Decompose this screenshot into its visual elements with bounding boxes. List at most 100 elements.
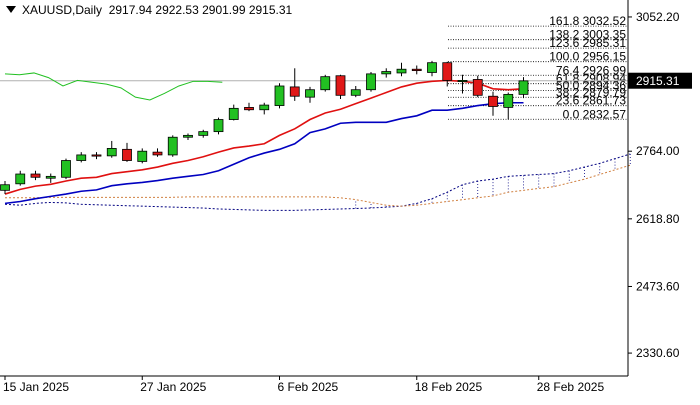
candle — [152, 148, 163, 157]
candle — [289, 68, 300, 101]
price-tick-label: 2618.80 — [636, 212, 680, 226]
candle — [228, 104, 239, 121]
fib-level-label: 100.0 2956.15 — [549, 50, 626, 64]
price-tick-label: 3052.20 — [636, 10, 680, 24]
candle-body — [320, 76, 331, 91]
fast-average-line — [4, 79, 524, 195]
candle-body — [274, 85, 285, 106]
fib-level-label: 138.2 3003.35 — [549, 28, 626, 42]
candle — [137, 148, 148, 164]
candle-body — [289, 86, 300, 97]
candle-body — [106, 148, 117, 157]
candle — [305, 86, 315, 103]
lagging-span-line — [4, 72, 223, 101]
candle — [106, 140, 117, 158]
candle — [198, 129, 209, 138]
candle — [442, 61, 453, 87]
price-tick-label: 2764.00 — [636, 144, 680, 158]
candle-body — [152, 151, 163, 156]
price-tick-label: 2473.60 — [636, 279, 680, 293]
candle-body — [61, 160, 71, 178]
candle — [244, 102, 254, 112]
candle — [488, 91, 498, 116]
candle — [91, 152, 102, 160]
price-tick-label: 2330.60 — [636, 346, 680, 360]
axes — [0, 0, 629, 377]
candle — [76, 152, 87, 163]
candle — [518, 77, 529, 99]
last-price-text: 2915.31 — [636, 74, 680, 88]
candle — [61, 158, 71, 180]
candle-body — [442, 62, 453, 81]
candle-body — [167, 136, 178, 156]
candle — [350, 85, 361, 98]
price-axis-labels: 3052.20 2764.00 2618.80 2473.60 2330.60 — [628, 10, 680, 360]
time-tick-label: 6 Feb 2025 — [278, 380, 339, 394]
dropdown-triangle-icon[interactable] — [6, 6, 16, 13]
candle-body — [228, 107, 239, 120]
candle-body — [259, 104, 270, 111]
candle-body — [472, 79, 483, 96]
symbol-timeframe: XAUUSD,Daily — [22, 3, 103, 17]
candle — [0, 181, 10, 195]
candle-body — [488, 95, 498, 107]
last-price-marker: 2915.31 — [628, 72, 692, 89]
candle-body — [381, 71, 392, 75]
candle — [122, 142, 132, 162]
candle — [15, 170, 26, 186]
candle-body — [15, 173, 26, 185]
fib-level-label: 38.2 2879.79 — [556, 85, 626, 99]
slow-average-line — [4, 101, 524, 205]
last-price-badge — [628, 72, 692, 89]
candle-body — [503, 93, 514, 108]
candle-body — [244, 107, 254, 111]
candle — [366, 72, 376, 92]
candle-body — [366, 73, 376, 91]
fib-level-label: 123.6 2985.31 — [549, 36, 626, 50]
candle-body — [411, 68, 422, 72]
candle-body — [427, 62, 437, 73]
fib-level-label: 23.6 2861.73 — [556, 94, 626, 108]
candle-body — [91, 154, 102, 157]
chart-header: XAUUSD,Daily 2917.94 2922.53 2901.99 291… — [6, 3, 292, 17]
fib-level-label: 50.0 2894.36 — [556, 78, 626, 92]
ichimoku-cloud — [4, 153, 631, 211]
cloud-span-a — [4, 153, 631, 211]
candle — [503, 92, 514, 120]
candle — [30, 170, 41, 181]
candle-body — [350, 89, 361, 96]
time-tick-label: 15 Jan 2025 — [3, 380, 69, 394]
candle-body — [45, 175, 56, 179]
time-tick-label: 28 Feb 2025 — [537, 380, 605, 394]
candle-body — [76, 154, 87, 161]
time-tick-label: 27 Jan 2025 — [140, 380, 206, 394]
candle — [183, 133, 193, 141]
candle-body — [137, 150, 148, 162]
candlestick-series — [0, 60, 529, 195]
fib-level-label: 161.8 3032.52 — [549, 14, 626, 28]
candle-body — [0, 184, 10, 191]
candle — [45, 173, 56, 183]
candle — [457, 74, 468, 94]
candle-body — [30, 173, 41, 178]
cloud-span-b — [5, 164, 631, 207]
candle — [167, 135, 178, 157]
candle-body — [198, 131, 209, 136]
candle — [381, 68, 392, 78]
candle — [259, 102, 270, 115]
candle-body — [213, 119, 224, 133]
candle — [427, 60, 437, 77]
candle — [411, 65, 422, 75]
candle-body — [518, 80, 529, 95]
candle — [396, 62, 407, 77]
candle — [472, 75, 483, 98]
candle — [274, 83, 285, 109]
fib-level-label: 0.0 2832.57 — [563, 107, 627, 121]
candle-body — [183, 134, 193, 138]
candle-body — [396, 68, 407, 74]
fib-level-label: 76.4 2926.99 — [556, 63, 626, 77]
candle-body — [305, 89, 315, 98]
